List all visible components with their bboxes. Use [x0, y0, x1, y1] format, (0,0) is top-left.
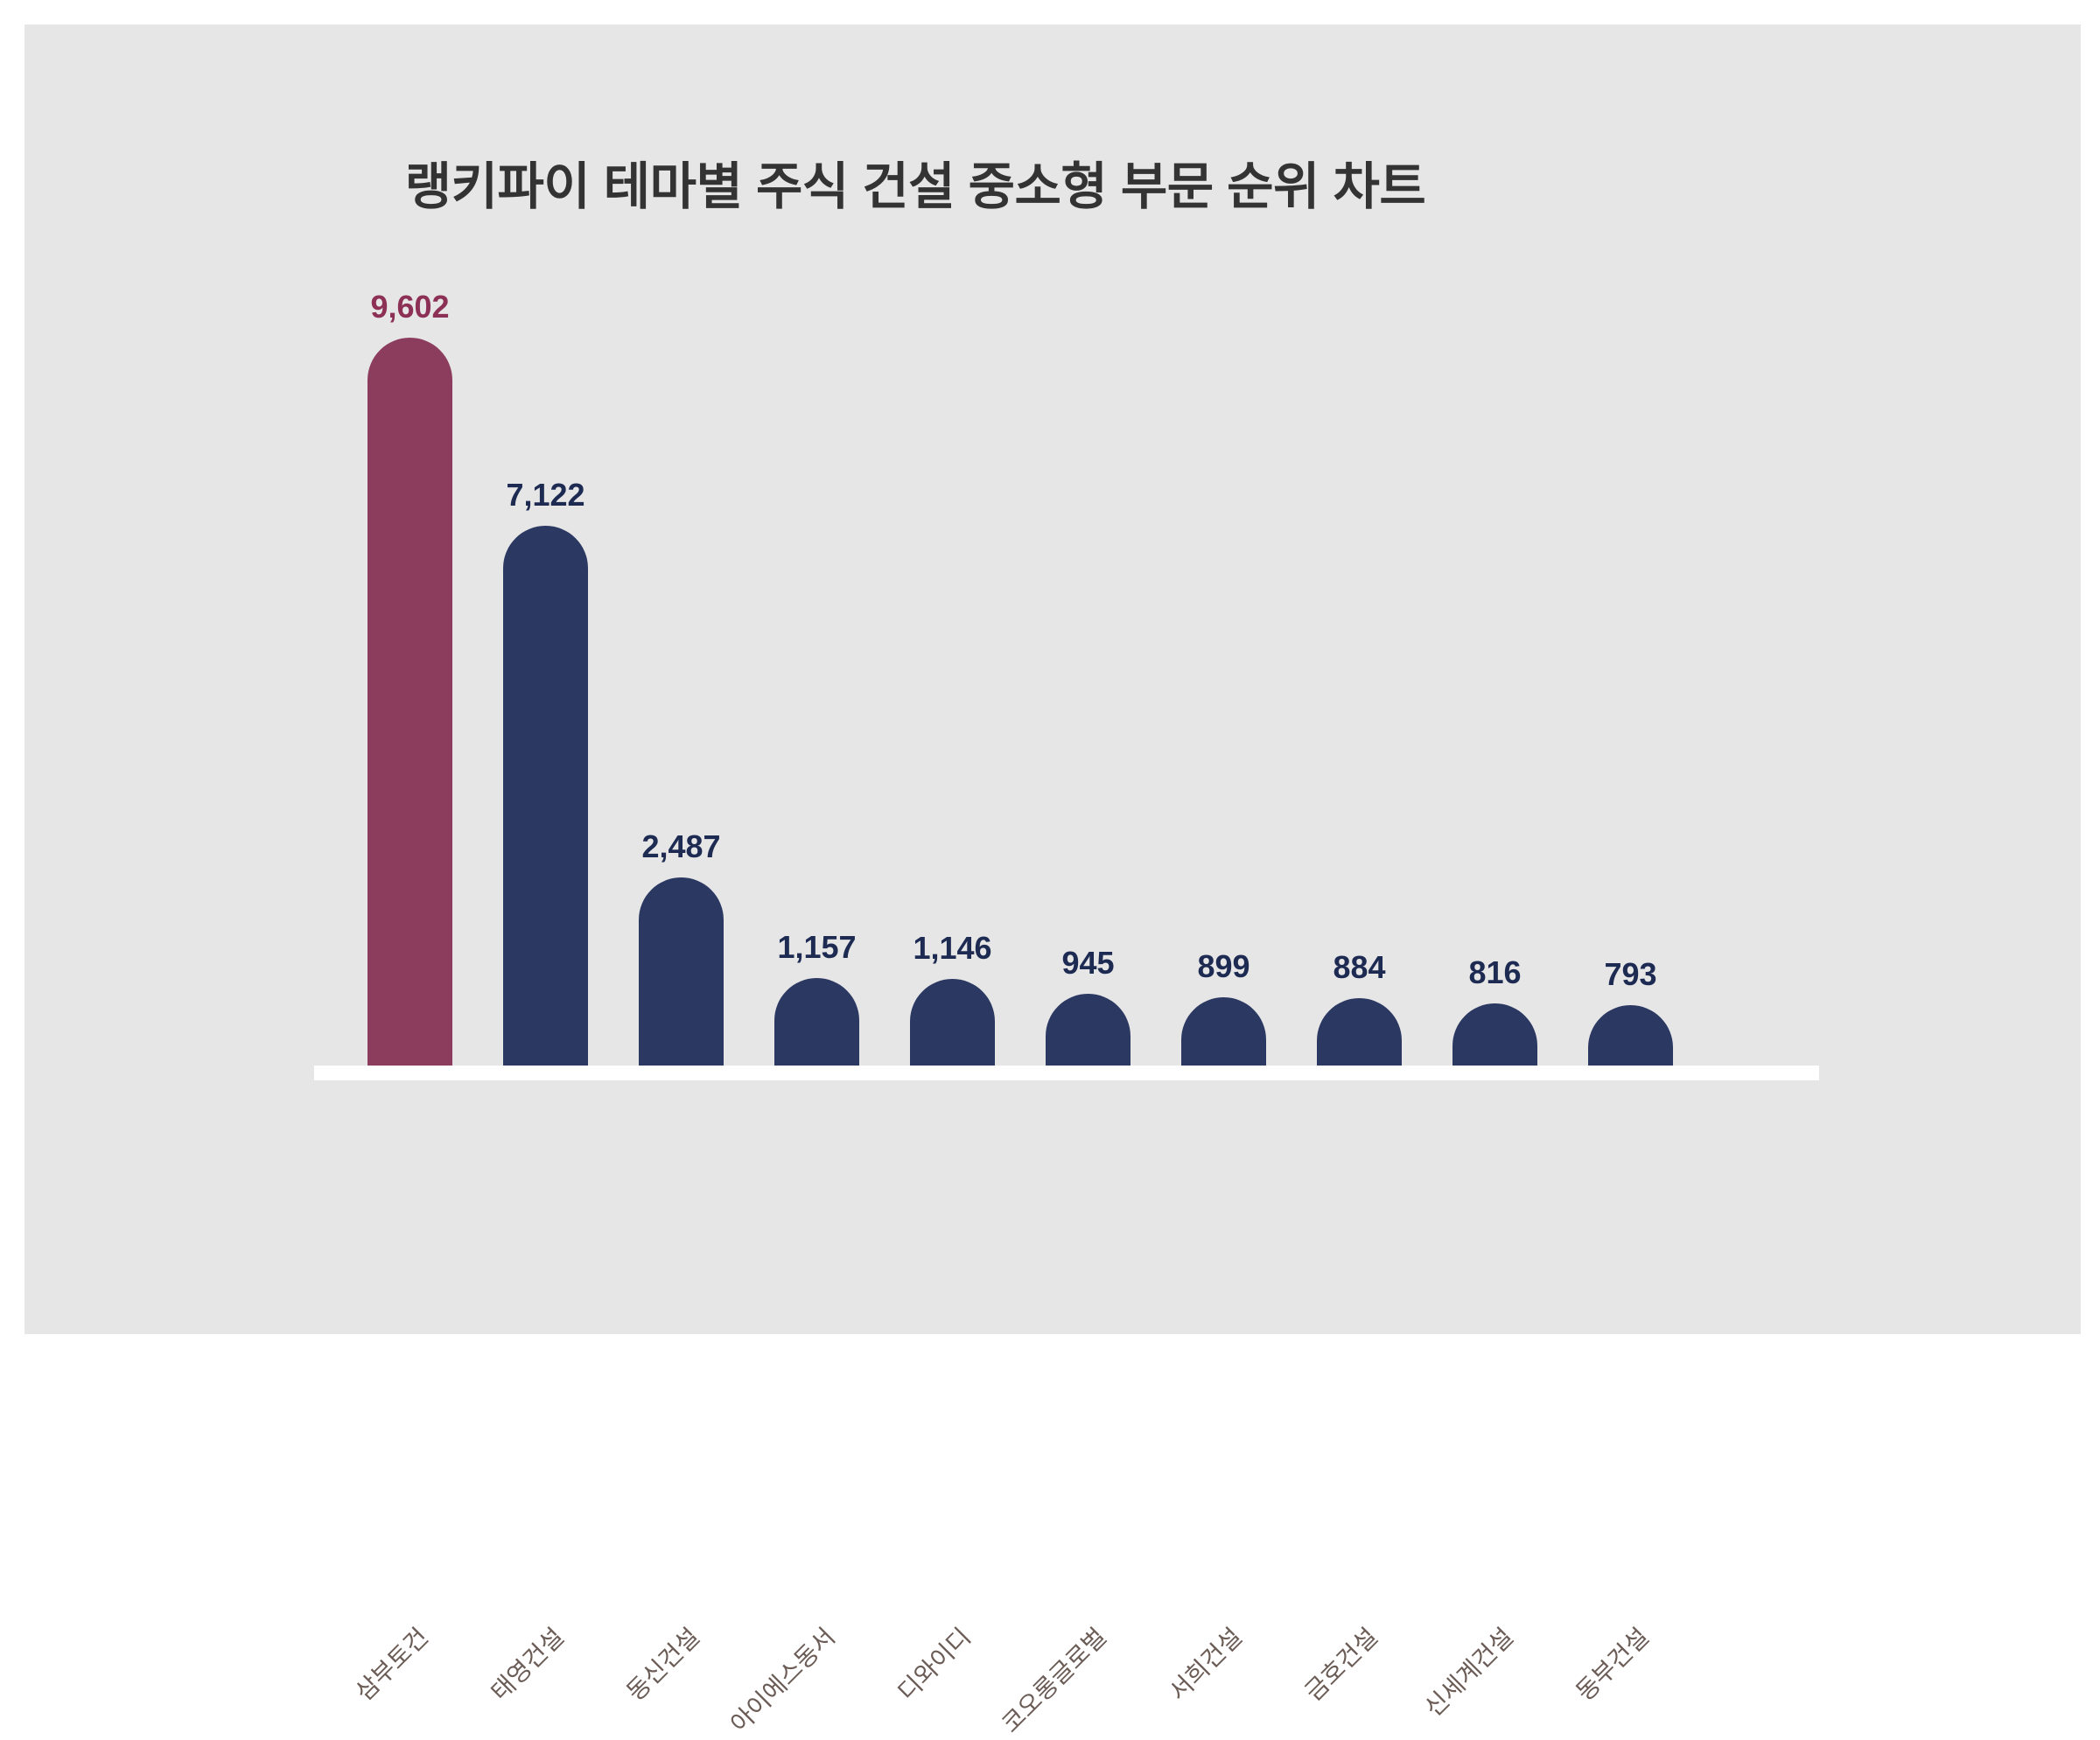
- x-axis-category-label: 디와이디: [892, 1555, 1041, 1706]
- bar[interactable]: [1046, 994, 1130, 1066]
- x-axis-category-label: 금호건설: [1299, 1555, 1448, 1706]
- x-axis-category-label-text: 디와이디: [892, 1623, 976, 1707]
- chart-title: 랭키파이 테마별 주식 건설 중소형 부문 순위 차트: [404, 158, 1426, 215]
- x-axis-category-label: 신세계건설: [1419, 1540, 1600, 1722]
- axis-baseline: [314, 1066, 1819, 1080]
- bar[interactable]: [1317, 998, 1402, 1066]
- bar-value-label: 884: [1333, 949, 1386, 985]
- bar-value-label: 9,602: [370, 289, 450, 325]
- bar[interactable]: [1588, 1005, 1673, 1066]
- x-axis-category-label-text: 태영건설: [485, 1623, 569, 1707]
- bar[interactable]: [774, 978, 859, 1066]
- bar-value-label: 816: [1468, 954, 1522, 990]
- bar-value-label: 899: [1197, 948, 1250, 984]
- x-axis-category-label: 서희건설: [1164, 1555, 1312, 1706]
- x-axis-category-label-text: 삼부토건: [349, 1623, 433, 1707]
- x-axis-category-label-text: 동신건설: [620, 1623, 704, 1707]
- bar[interactable]: [910, 979, 995, 1066]
- plot-area: 9,602 삼부토건 7,122 태영건설 2,487 동신건설 1,157 아이에스동서 1,…: [24, 24, 2081, 1737]
- x-axis-category-label-text: 신세계건설: [1418, 1623, 1518, 1723]
- bar-value-label: 7,122: [506, 477, 585, 513]
- bar[interactable]: [368, 338, 452, 1066]
- bar[interactable]: [503, 526, 588, 1066]
- x-axis-category-label: 아이에스동서: [724, 1524, 938, 1737]
- bar-value-label: 1,146: [913, 930, 992, 966]
- x-axis-category-label-text: 코오롱글로벌: [996, 1623, 1111, 1738]
- x-axis-category-label: 삼부토건: [350, 1555, 499, 1706]
- bar[interactable]: [1181, 997, 1266, 1066]
- bar-value-label: 2,487: [641, 828, 721, 864]
- bar[interactable]: [1452, 1003, 1537, 1066]
- x-axis-category-label: 코오롱글로벌: [996, 1524, 1209, 1737]
- bar-value-label: 945: [1061, 945, 1115, 981]
- x-axis-category-label-text: 서희건설: [1163, 1623, 1247, 1707]
- x-axis-category-label-text: 동부건설: [1570, 1623, 1654, 1707]
- bar[interactable]: [639, 877, 724, 1066]
- x-axis-category-label-text: 금호건설: [1298, 1623, 1382, 1707]
- bar-value-label: 1,157: [777, 929, 857, 965]
- chart-figure: 랭키파이 테마별 주식 건설 중소형 부문 순위 차트 9,602 삼부토건 7,1…: [24, 24, 2081, 1737]
- x-axis-category-label: 동부건설: [1571, 1555, 1719, 1706]
- bar-value-label: 793: [1604, 956, 1657, 992]
- x-axis-category-label: 동신건설: [621, 1555, 770, 1706]
- x-axis-category-label-text: 아이에스동서: [724, 1623, 840, 1738]
- x-axis-category-label: 태영건설: [486, 1555, 634, 1706]
